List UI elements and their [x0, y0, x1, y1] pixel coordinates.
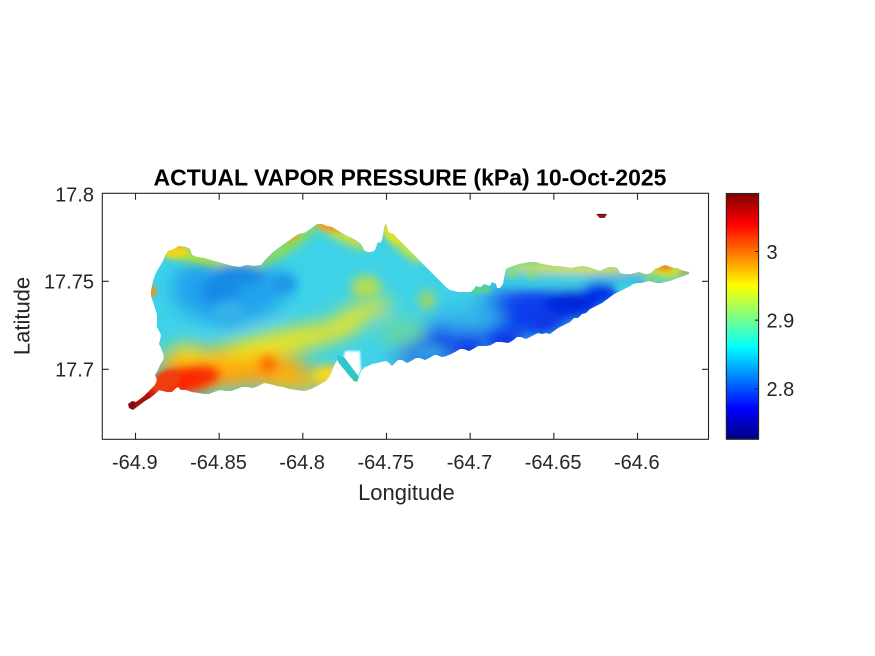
svg-text:2.9: 2.9: [767, 311, 795, 333]
svg-text:2.8: 2.8: [767, 379, 795, 401]
svg-text:-64.7: -64.7: [447, 452, 493, 474]
svg-text:Latitude: Latitude: [9, 277, 34, 355]
svg-text:-64.6: -64.6: [614, 452, 660, 474]
svg-text:17.7: 17.7: [55, 360, 94, 382]
svg-text:-64.85: -64.85: [190, 452, 247, 474]
svg-text:17.8: 17.8: [55, 185, 94, 207]
svg-text:17.75: 17.75: [44, 272, 94, 294]
svg-text:Longitude: Longitude: [358, 480, 455, 505]
svg-text:-64.9: -64.9: [112, 452, 158, 474]
svg-text:-64.75: -64.75: [357, 452, 414, 474]
svg-text:-64.8: -64.8: [279, 452, 325, 474]
svg-text:-64.65: -64.65: [525, 452, 582, 474]
svg-text:ACTUAL VAPOR PRESSURE (kPa) 10: ACTUAL VAPOR PRESSURE (kPa) 10-Oct-2025: [154, 165, 667, 191]
svg-text:3: 3: [767, 242, 778, 264]
